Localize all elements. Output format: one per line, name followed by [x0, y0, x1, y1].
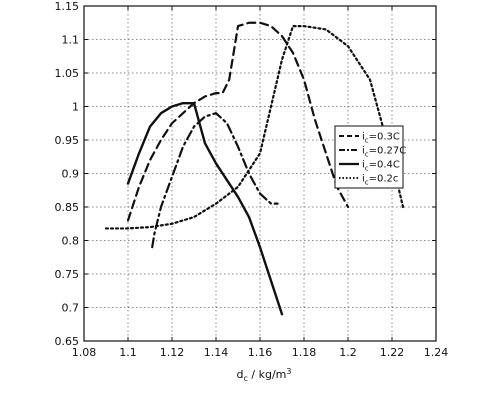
series-line-3 — [104, 25, 405, 230]
y-tick-label: 1 — [72, 101, 79, 114]
x-tick-label: 1.14 — [204, 346, 229, 359]
x-tick-label: 1.24 — [424, 346, 449, 359]
y-tick-label: 1.15 — [55, 0, 80, 13]
y-tick-label: 0.7 — [62, 302, 80, 315]
x-axis-label: dc / kg/m3 — [237, 367, 292, 383]
x-tick-label: 1.16 — [248, 346, 273, 359]
series-line-1 — [151, 112, 279, 249]
ticks: 1.08 1.1 1.12 1.14 1.16 1.18 1.2 1.22 1.24 0.65 0.… — [55, 0, 449, 359]
series-line-0 — [126, 21, 350, 222]
y-tick-label: 1.1 — [62, 34, 80, 47]
legend-label: ic=0.4C — [362, 160, 400, 173]
x-axis-label-text: dc / kg/m3 — [237, 367, 292, 383]
y-tick-label: 0.75 — [55, 268, 80, 281]
y-tick-label: 0.85 — [55, 201, 80, 214]
y-tick-label: 0.95 — [55, 134, 80, 147]
legend-label: ic=0.2c — [362, 174, 398, 187]
x-tick-label: 1.22 — [380, 346, 405, 359]
series-layer — [104, 21, 405, 316]
x-tick-label: 1.2 — [339, 346, 357, 359]
x-tick-label: 1.1 — [119, 346, 137, 359]
legend-label: ic=0.27C — [362, 146, 406, 159]
legend-box — [334, 125, 404, 189]
x-tick-label: 1.12 — [160, 346, 185, 359]
x-tick-label: 1.08 — [72, 346, 97, 359]
y-tick-label: 0.9 — [62, 168, 80, 181]
series-line-2 — [126, 101, 284, 316]
y-tick-label: 0.8 — [62, 235, 80, 248]
x-tick-label: 1.18 — [292, 346, 317, 359]
legend-label: ic=0.3C — [362, 132, 400, 145]
y-tick-label: 1.05 — [55, 67, 80, 80]
y-tick-label: 0.65 — [55, 335, 80, 348]
